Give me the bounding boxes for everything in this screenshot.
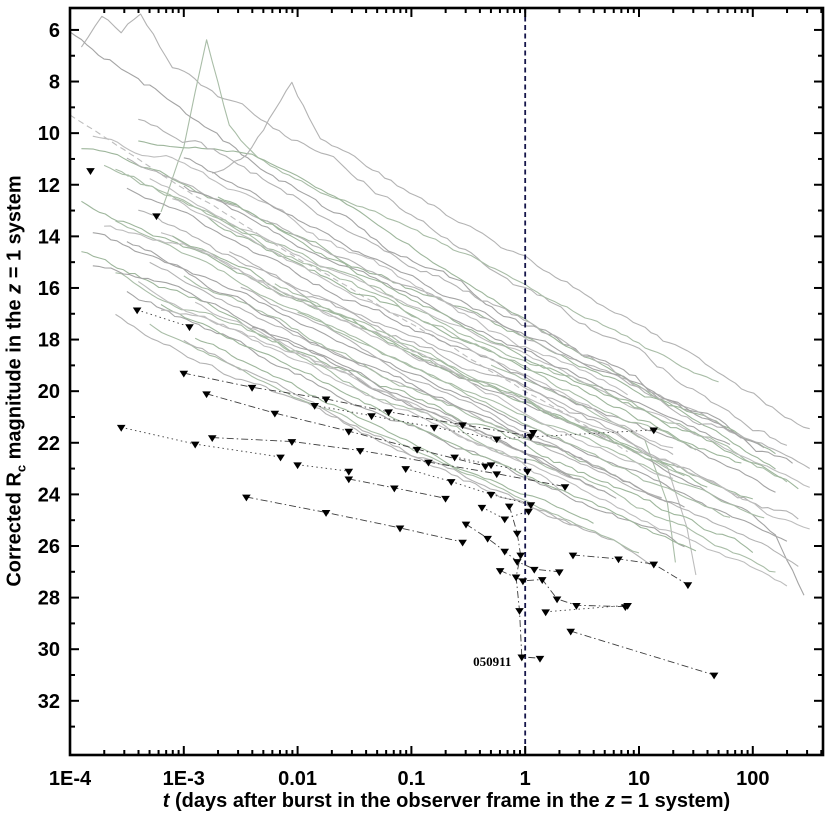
y-tick-label: 10 — [38, 123, 60, 145]
x-tick-label: 0.1 — [397, 768, 425, 790]
y-tick-label: 12 — [38, 175, 60, 197]
x-axis-title-text: (days after burst in the observer frame … — [169, 790, 606, 812]
y-axis-title-sub-c: c — [13, 464, 29, 473]
x-tick-label: 1E-4 — [49, 768, 92, 790]
y-tick-label: 20 — [38, 381, 60, 403]
y-tick-label: 22 — [38, 433, 60, 455]
y-tick-label: 26 — [38, 536, 60, 558]
x-tick-label: 100 — [736, 768, 769, 790]
x-tick-label: 1 — [520, 768, 531, 790]
y-tick-label: 14 — [38, 226, 61, 248]
y-tick-label: 16 — [38, 278, 60, 300]
y-tick-label: 8 — [49, 72, 60, 94]
y-axis-title-z: z — [3, 283, 26, 294]
y-tick-label: 32 — [38, 691, 60, 713]
y-tick-label: 24 — [38, 484, 61, 506]
y-tick-label: 18 — [38, 330, 60, 352]
grb-annotation: 050911 — [473, 654, 511, 669]
y-axis-title-end: = 1 system — [3, 175, 26, 284]
y-axis-title-text: Corrected R — [3, 472, 26, 587]
x-tick-label: 10 — [628, 768, 650, 790]
y-tick-label: 6 — [49, 20, 60, 42]
x-tick-label: 1E-3 — [163, 768, 205, 790]
x-tick-label: 0.01 — [278, 768, 317, 790]
x-axis-title-z: z — [605, 790, 616, 812]
y-tick-label: 30 — [38, 639, 60, 661]
y-axis-title-mid: magnitude in the — [3, 293, 26, 465]
x-axis-title-end: = 1 system) — [615, 790, 731, 812]
x-axis-title: t (days after burst in the observer fram… — [70, 790, 823, 813]
x-axis-title-t: t — [162, 790, 170, 812]
y-tick-label: 28 — [38, 588, 60, 610]
y-axis-title: Corrected Rc magnitude in the z = 1 syst… — [4, 175, 29, 586]
